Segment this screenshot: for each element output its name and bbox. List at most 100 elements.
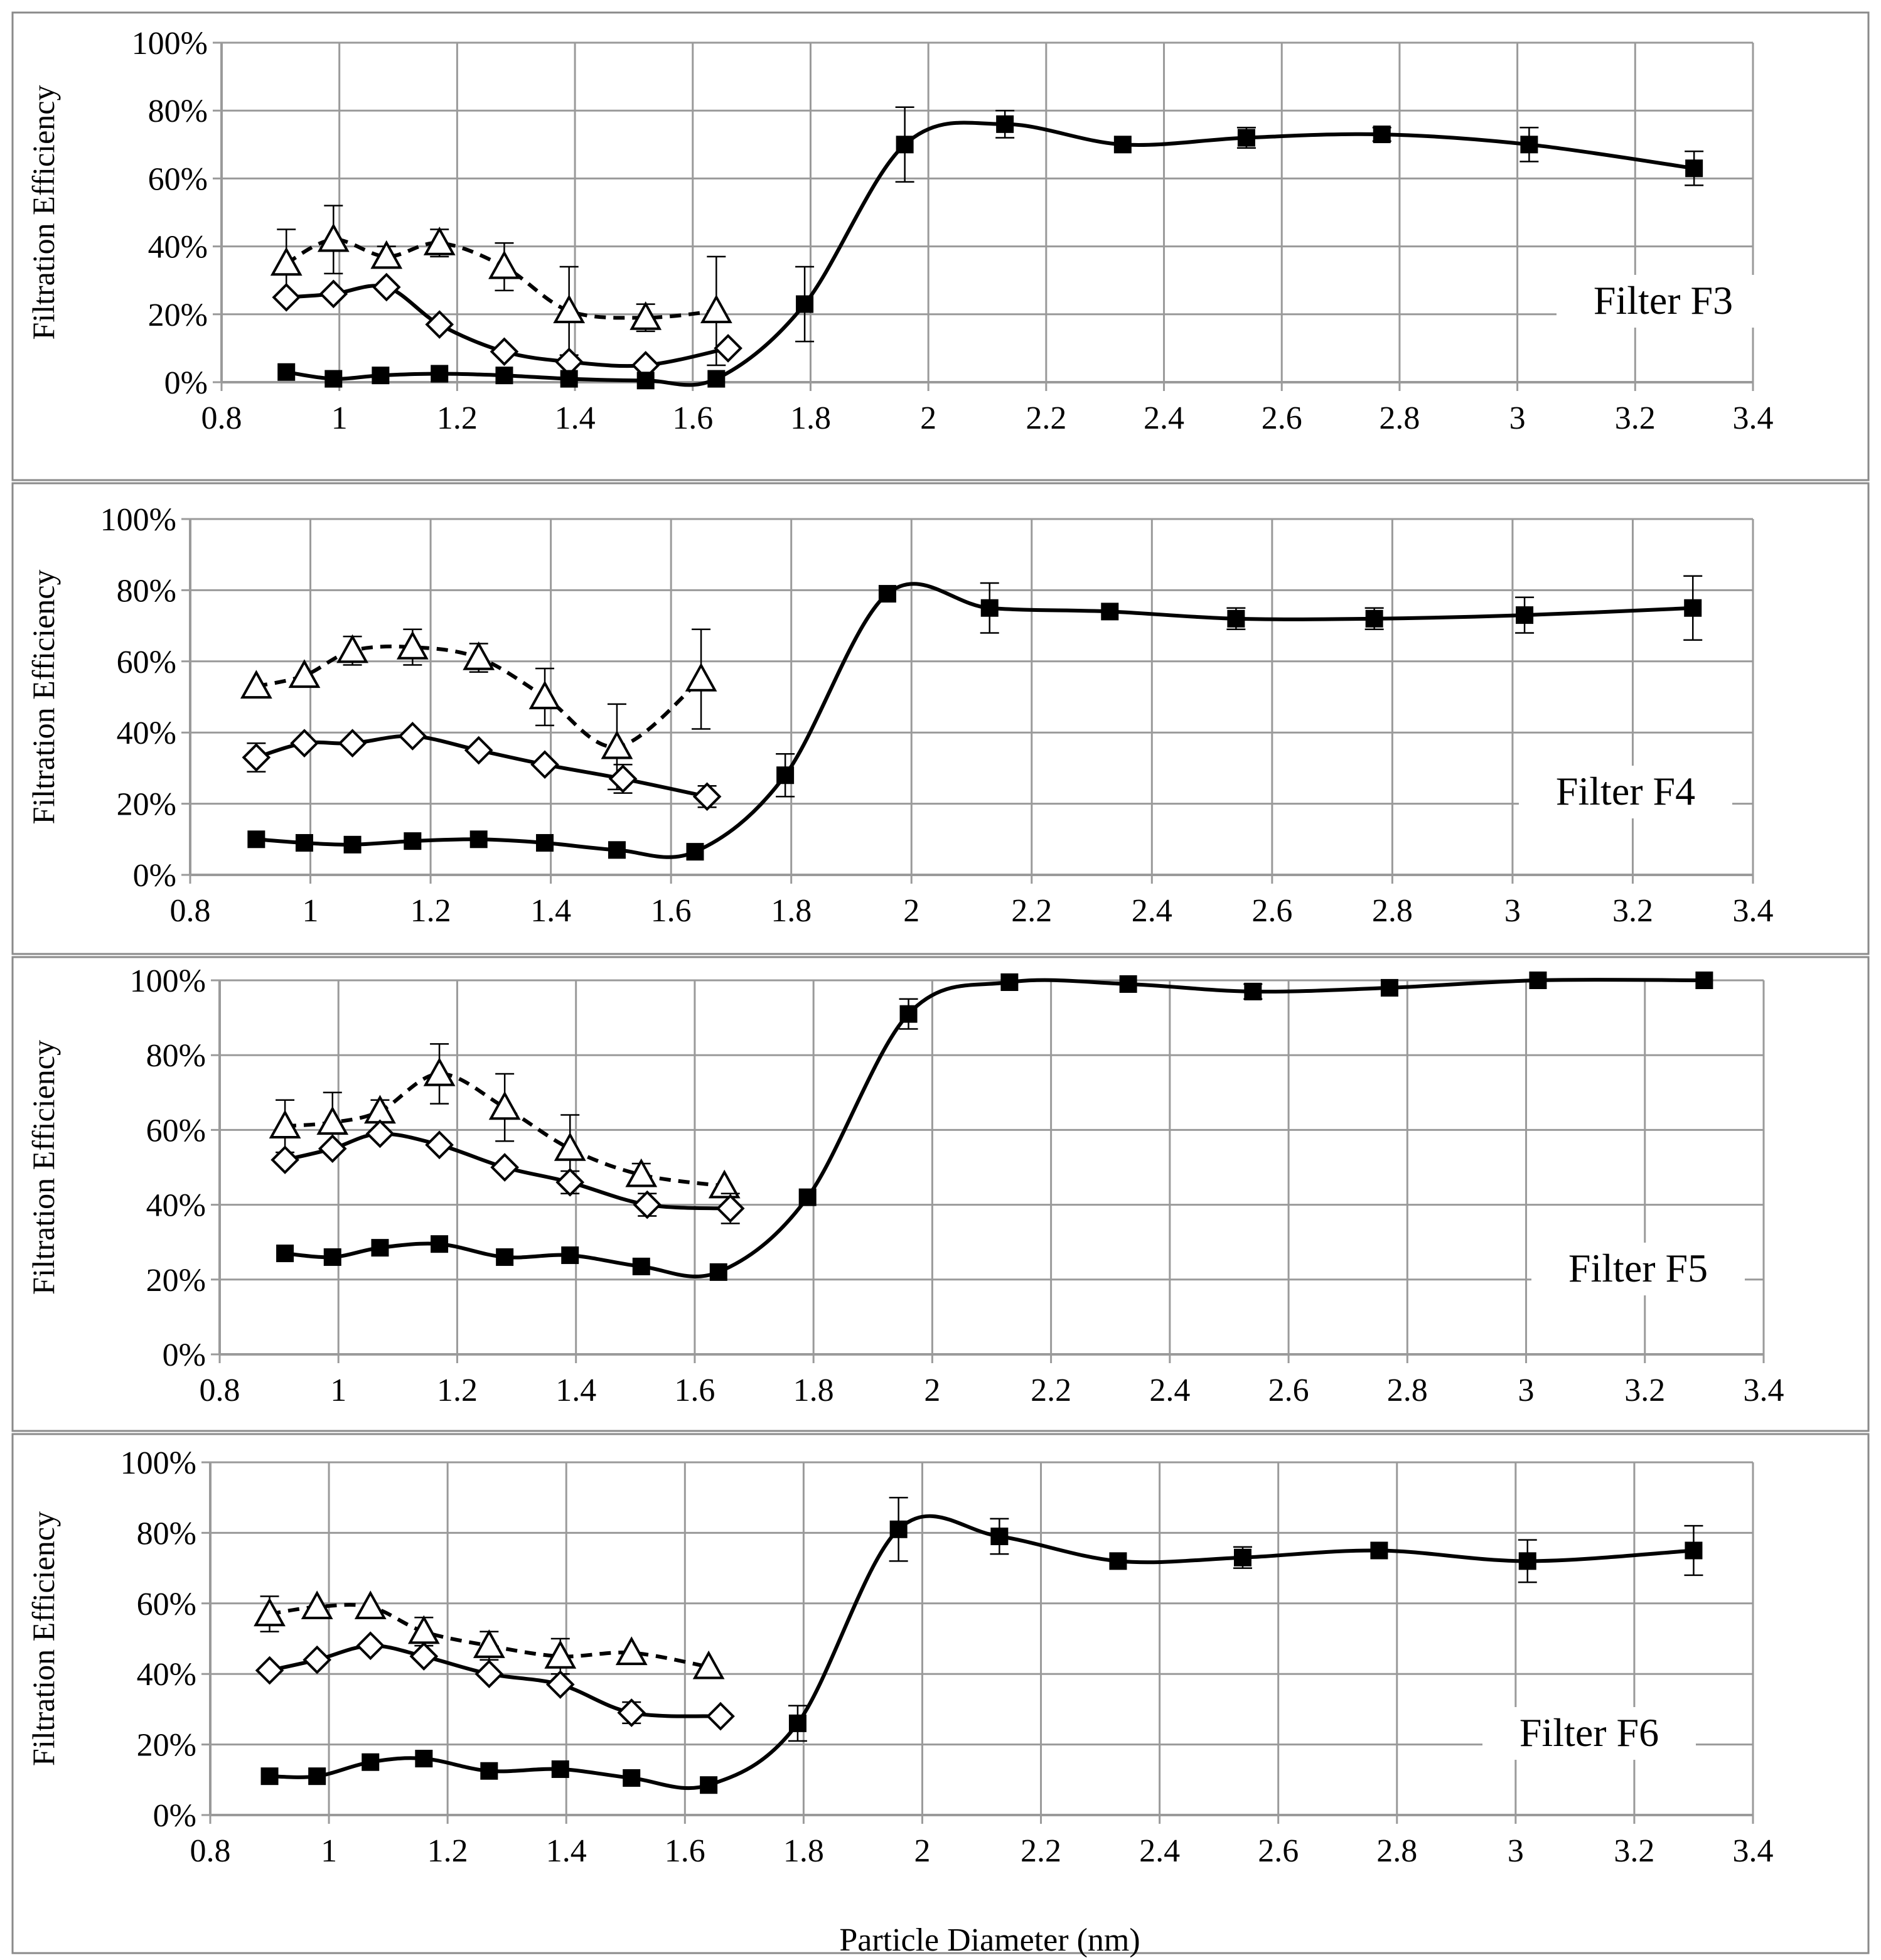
x-tick-label: 1.8 [790,400,831,436]
square-marker [1518,1552,1536,1570]
triangle-marker [423,1057,456,1086]
square-marker [480,1762,498,1780]
x-tick-label: 3 [1518,1373,1535,1408]
triangle-marker [630,301,662,330]
square-marker [636,372,655,390]
panel-f6: 0.8 1 1.2 1.4 1.6 1.8 2 2.2 2.4 2.6 2.8 3 3.2 3.4 0% 20… [11,1433,1870,1954]
x-axis-title: Particle Diameter (nm) [839,1922,1140,1958]
y-tick-label: 100% [130,963,206,999]
x-tick-label: 1.4 [530,893,571,929]
square-marker [277,363,296,381]
diamond-marker [706,1701,735,1731]
x-tick-label: 1.8 [793,1373,834,1408]
diamond-marker [338,729,367,758]
series-diamond [242,722,722,811]
x-tick-label: 1 [321,1833,337,1869]
x-tick-label: 3 [1508,1833,1524,1869]
y-axis-title: Filtration Efficiency [26,1511,61,1766]
triangle-marker [354,1590,387,1620]
y-tick-label: 20% [117,787,176,823]
y-tick-label: 0% [133,858,176,894]
filter-label-backing [1519,766,1732,818]
triangle-marker [269,1110,301,1139]
square-marker [323,1248,341,1267]
filter-label: Filter F5 [1568,1246,1708,1290]
x-tick-label: 1.8 [783,1833,824,1869]
square-marker [1370,1541,1388,1560]
square-marker [260,1767,279,1786]
diamond-marker [425,310,454,339]
square-marker [1233,1548,1251,1566]
diamond-marker [490,337,519,367]
square-marker [308,1767,326,1786]
panel-border [11,1433,1870,1954]
triangle-marker [463,641,495,670]
y-tick-label: 60% [117,645,176,680]
series-diamond [271,1119,745,1224]
square-marker [1695,972,1713,989]
square-marker [495,367,513,385]
square-marker [1373,126,1391,144]
y-tick-label: 40% [117,715,176,751]
diamond-marker [365,1119,395,1149]
square-marker [707,370,726,388]
x-tick-label: 2.2 [1021,1833,1061,1869]
triangle-marker [625,1158,658,1187]
diamond-marker [319,279,348,309]
diamond-marker [398,722,427,751]
triangle-marker [601,730,633,759]
x-tick-label: 2.2 [1026,400,1066,436]
y-tick-label: 40% [137,1657,196,1693]
square-marker [896,136,914,154]
series-triangle [240,628,717,791]
panel-f4: 0.8 1 1.2 1.4 1.6 1.8 2 2.2 2.4 2.6 2.8 3 3.2 3.4 0% 20… [11,482,1870,955]
diamond-marker [318,1134,347,1164]
square-marker [796,295,814,313]
square-marker [372,367,390,385]
diamond-marker [555,1168,585,1197]
x-tick-label: 1 [303,893,319,929]
square-marker [1685,159,1703,178]
x-tick-label: 2.6 [1251,893,1292,929]
x-tick-label: 2 [914,1833,930,1869]
y-tick-label: 40% [148,230,208,265]
series-diamond [255,1631,735,1731]
square-marker [324,370,343,388]
x-tick-label: 1 [330,1373,346,1408]
square-marker [1000,973,1019,991]
diamond-marker [271,1145,299,1174]
triangle-marker [316,1106,349,1135]
square-marker [1520,136,1538,154]
filter-label-backing [1557,275,1770,328]
x-tick-label: 3.4 [1744,1373,1784,1408]
series-diamond [272,272,742,380]
square-marker [551,1760,569,1778]
square-marker [709,1263,727,1281]
x-tick-label: 1.8 [771,893,812,929]
diamond-marker [617,1698,646,1727]
y-tick-label: 20% [146,1263,206,1299]
y-tick-label: 100% [132,26,208,62]
series-triangle [270,205,732,367]
diamond-marker [242,743,271,772]
square-marker [990,1528,1009,1546]
x-tick-label: 2.4 [1144,400,1184,436]
diamond-marker [474,1659,504,1689]
diamond-marker [303,1645,331,1674]
square-marker [1244,982,1262,1000]
y-axis-title: Filtration Efficiency [26,85,61,340]
filter-label: Filter F6 [1519,1710,1659,1755]
triangle-marker [708,1169,741,1199]
x-tick-label: 2 [920,400,936,436]
diamond-marker [714,334,742,363]
series-square [260,1496,1703,1794]
square-marker [1684,599,1702,617]
square-marker [1380,978,1398,997]
square-marker [561,1246,579,1265]
x-tick-label: 3 [1504,893,1521,929]
diamond-marker [530,750,559,779]
square-marker [469,830,488,849]
y-tick-label: 20% [148,297,208,333]
diamond-marker [633,1190,662,1219]
panel-border [11,11,1870,481]
